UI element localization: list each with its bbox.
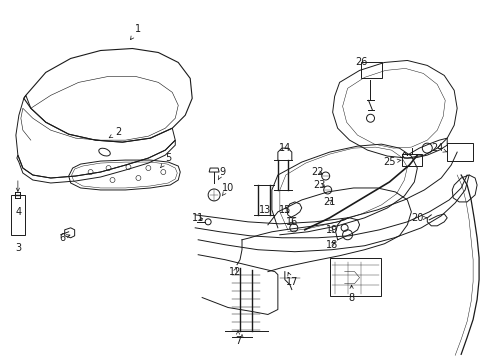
Text: 12: 12 — [228, 267, 241, 276]
Text: 11: 11 — [192, 213, 204, 223]
Bar — [329, 258, 381, 296]
Text: 9: 9 — [218, 167, 224, 180]
Text: 14: 14 — [278, 143, 290, 153]
Bar — [402, 154, 422, 166]
Text: 1: 1 — [130, 24, 141, 40]
Text: 10: 10 — [222, 183, 234, 196]
Text: 3: 3 — [16, 243, 22, 253]
Text: 22: 22 — [311, 167, 324, 177]
Text: 13: 13 — [258, 205, 270, 215]
Text: 25: 25 — [383, 157, 400, 167]
Text: 7: 7 — [234, 331, 241, 346]
Text: 16: 16 — [285, 217, 297, 227]
Text: 19: 19 — [325, 225, 337, 235]
Text: 15: 15 — [278, 205, 290, 215]
Text: 23: 23 — [313, 180, 325, 190]
Bar — [447, 143, 472, 161]
Text: 26: 26 — [355, 58, 367, 67]
Text: 24: 24 — [430, 143, 446, 153]
Text: 17: 17 — [285, 273, 297, 287]
Text: 18: 18 — [325, 240, 337, 250]
Bar — [360, 62, 382, 78]
Text: 5: 5 — [160, 153, 171, 168]
Text: 2: 2 — [109, 127, 122, 138]
Text: 4: 4 — [16, 207, 22, 217]
Text: 6: 6 — [60, 233, 70, 243]
Text: 21: 21 — [323, 197, 335, 207]
Text: 20: 20 — [410, 213, 426, 223]
Text: 8: 8 — [348, 285, 354, 302]
Bar — [11, 195, 25, 235]
